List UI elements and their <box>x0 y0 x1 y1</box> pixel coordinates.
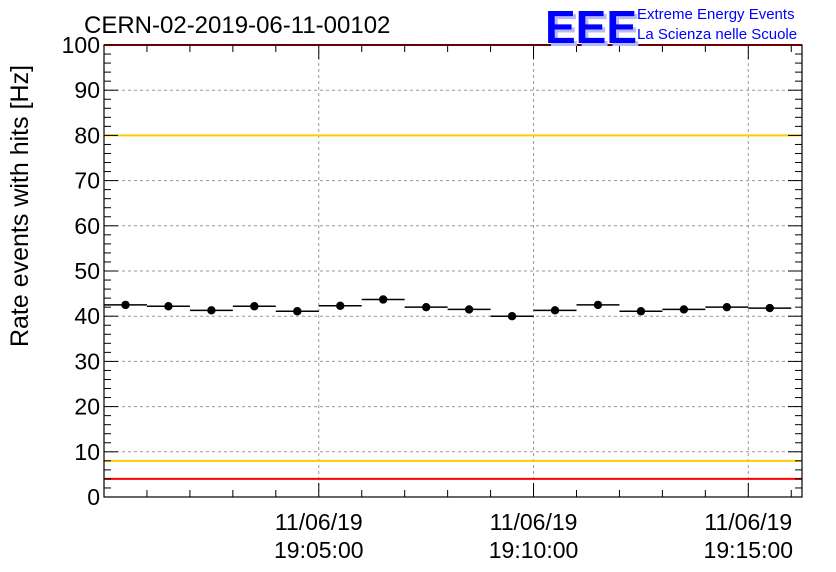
y-tick-label: 100 <box>62 32 100 58</box>
chart-title: CERN-02-2019-06-11-00102 <box>84 12 390 39</box>
data-point <box>293 307 302 316</box>
y-tick-label: 10 <box>74 439 100 465</box>
data-point <box>722 302 732 312</box>
y-tick-label: 60 <box>74 213 100 239</box>
x-tick-label-time: 19:15:00 <box>704 537 794 563</box>
data-point <box>593 300 603 310</box>
data-point <box>379 295 388 304</box>
data-point <box>336 301 345 311</box>
data-point <box>207 306 216 315</box>
data-point <box>765 303 774 313</box>
data-point <box>507 312 517 321</box>
y-tick-labels: 0 10 20 30 40 50 60 70 80 90 100 <box>62 32 100 510</box>
y-tick-label: 20 <box>74 394 100 420</box>
grid <box>104 45 802 497</box>
y-tick-label: 50 <box>74 258 100 284</box>
y-tick-label: 80 <box>74 122 100 148</box>
data-point <box>164 302 173 311</box>
logo-line-2: La Scienza nelle Scuole <box>637 26 797 43</box>
y-tick-label: 90 <box>74 77 100 103</box>
logo-mark: EEE <box>545 1 637 53</box>
data-point <box>250 302 259 311</box>
logo-line-1: Extreme Energy Events <box>637 6 795 23</box>
data-point <box>464 305 474 314</box>
y-axis-label: Rate events with hits [Hz] <box>6 65 34 347</box>
data-point <box>421 302 431 312</box>
y-tick-label: 0 <box>87 484 100 510</box>
x-tick-label-time: 19:05:00 <box>274 537 364 563</box>
data-point <box>550 306 560 315</box>
y-tick-label: 70 <box>74 168 100 194</box>
data-point <box>679 305 689 314</box>
axis-ticks <box>103 44 802 498</box>
data-point <box>121 300 130 310</box>
y-tick-label: 30 <box>74 348 100 374</box>
x-tick-label-date: 11/06/19 <box>490 509 578 535</box>
x-tick-labels: 11/06/1919:05:0011/06/1919:10:0011/06/19… <box>274 509 793 563</box>
logo-mark-shadow: EEE <box>548 4 640 56</box>
reference-lines <box>104 44 802 480</box>
x-tick-label-time: 19:10:00 <box>489 537 579 563</box>
x-tick-label-date: 11/06/19 <box>275 509 363 535</box>
data-point <box>636 307 646 316</box>
eee-logo: EEE EEE Extreme Energy Events La Scienza… <box>545 1 797 56</box>
data-series <box>104 295 792 321</box>
y-tick-label: 40 <box>74 303 100 329</box>
x-tick-label-date: 11/06/19 <box>704 509 792 535</box>
